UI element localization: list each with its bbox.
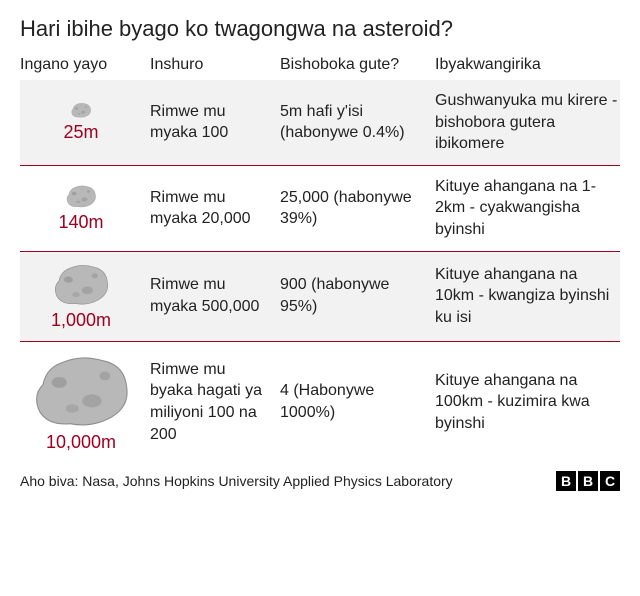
size-label: 140m: [58, 212, 103, 233]
cell-size: 25m: [20, 102, 150, 143]
asteroid-icon: [49, 262, 113, 306]
cell-likelihood: 4 (Habonywe 1000%): [280, 380, 435, 423]
asteroid-icon: [69, 102, 93, 118]
col-header-likelihood: Bishoboka gute?: [280, 56, 435, 74]
size-label: 1,000m: [51, 310, 111, 331]
cell-likelihood: 5m hafi y'isi (habonywe 0.4%): [280, 101, 435, 144]
col-header-size: Ingano yayo: [20, 56, 150, 74]
size-label: 10,000m: [46, 432, 116, 453]
cell-size: 140m: [20, 184, 150, 233]
col-header-damage: Ibyakwangirika: [435, 56, 620, 74]
bbc-logo-letter: B: [556, 471, 576, 491]
footer: Aho biva: Nasa, Johns Hopkins University…: [20, 471, 620, 491]
bbc-logo-letter: C: [600, 471, 620, 491]
table-body: 25m Rimwe mu myaka 100 5m hafi y'isi (ha…: [20, 80, 620, 463]
page-title: Hari ibihe byago ko twagongwa na asteroi…: [20, 16, 620, 42]
asteroid-icon: [26, 352, 136, 428]
cell-size: 1,000m: [20, 262, 150, 331]
cell-damage: Kituye ahangana na 100km - kuzimira kwa …: [435, 370, 620, 435]
cell-frequency: Rimwe mu byaka hagati ya miliyoni 100 na…: [150, 359, 280, 445]
source-text: Aho biva: Nasa, Johns Hopkins University…: [20, 473, 453, 489]
cell-likelihood: 25,000 (habonywe 39%): [280, 187, 435, 230]
cell-frequency: Rimwe mu myaka 100: [150, 101, 280, 144]
table-row: 1,000m Rimwe mu myaka 500,000 900 (habon…: [20, 252, 620, 341]
col-header-frequency: Inshuro: [150, 56, 280, 74]
table-row: 140m Rimwe mu myaka 20,000 25,000 (habon…: [20, 166, 620, 251]
cell-size: 10,000m: [20, 352, 150, 453]
cell-damage: Kituye ahangana na 10km - kwangiza byins…: [435, 264, 620, 329]
cell-damage: Kituye ahangana na 1-2km - cyakwangisha …: [435, 176, 620, 241]
table-row: 10,000m Rimwe mu byaka hagati ya miliyon…: [20, 342, 620, 463]
bbc-logo: B B C: [556, 471, 620, 491]
cell-frequency: Rimwe mu myaka 20,000: [150, 187, 280, 230]
cell-likelihood: 900 (habonywe 95%): [280, 274, 435, 317]
asteroid-icon: [63, 184, 99, 208]
table-row: 25m Rimwe mu myaka 100 5m hafi y'isi (ha…: [20, 80, 620, 165]
table-header-row: Ingano yayo Inshuro Bishoboka gute? Ibya…: [20, 56, 620, 80]
size-label: 25m: [63, 122, 98, 143]
cell-frequency: Rimwe mu myaka 500,000: [150, 274, 280, 317]
cell-damage: Gushwanyuka mu kirere - bishobora gutera…: [435, 90, 620, 155]
bbc-logo-letter: B: [578, 471, 598, 491]
